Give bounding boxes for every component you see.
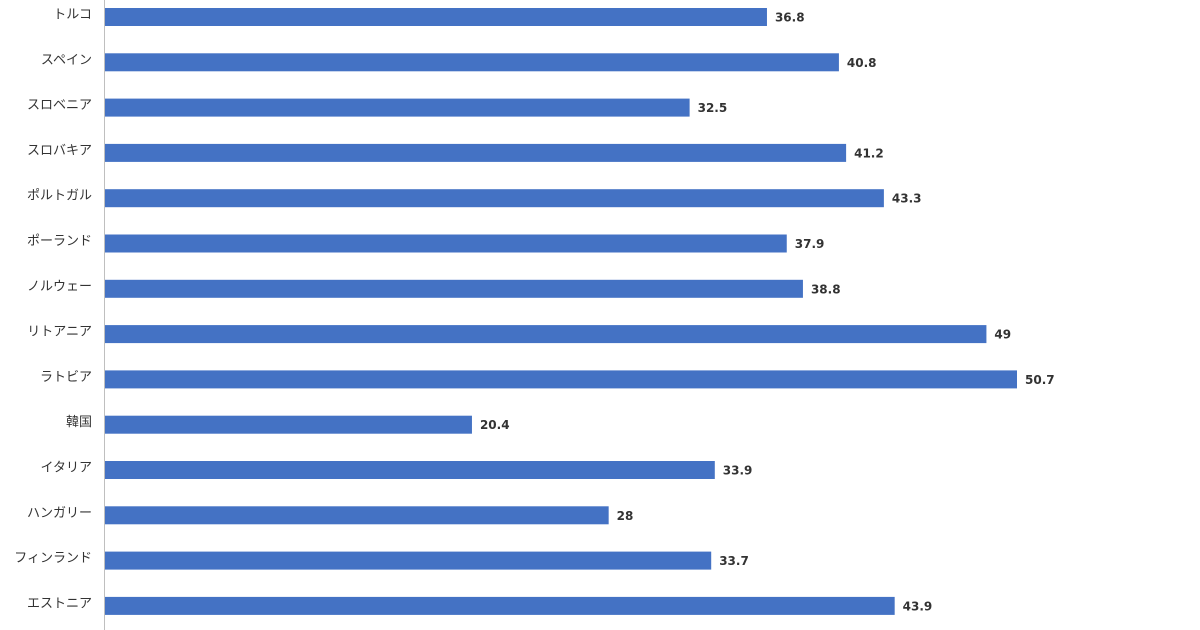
value-label: 32.5 xyxy=(698,101,728,115)
y-tick-label: ハンガリー xyxy=(27,506,92,521)
value-label: 36.8 xyxy=(775,11,805,25)
value-label: 40.8 xyxy=(847,56,877,70)
bar xyxy=(105,415,472,434)
bar xyxy=(105,189,884,208)
bar xyxy=(105,234,787,253)
value-label: 41.2 xyxy=(854,146,884,160)
value-label: 33.7 xyxy=(719,554,749,568)
y-tick-label: ラトビア xyxy=(40,370,92,385)
bar xyxy=(105,506,609,525)
value-label: 49 xyxy=(994,328,1011,342)
bar xyxy=(105,8,767,26)
y-tick-label: スロベニア xyxy=(27,98,92,113)
bar xyxy=(105,53,839,72)
value-label: 50.7 xyxy=(1025,373,1055,387)
y-tick-label: ポーランド xyxy=(27,234,92,249)
value-label: 28 xyxy=(617,509,634,523)
value-label: 33.9 xyxy=(723,464,753,478)
y-tick-label: 韓国 xyxy=(66,415,92,430)
y-tick-label: イタリア xyxy=(41,461,92,476)
y-tick-label: ポルトガル xyxy=(27,189,92,204)
value-label: 38.8 xyxy=(811,282,841,296)
bar xyxy=(105,596,895,615)
value-label: 20.4 xyxy=(480,418,510,432)
y-tick-label: スペイン xyxy=(41,53,92,68)
value-label: 43.3 xyxy=(892,192,922,206)
bar xyxy=(105,551,712,570)
bar xyxy=(105,461,715,479)
bar xyxy=(105,143,847,162)
bar xyxy=(105,98,690,117)
y-tick-label: トルコ xyxy=(53,8,92,23)
y-tick-label: スロバキア xyxy=(27,143,92,158)
bar xyxy=(105,325,987,344)
y-tick-label: ノルウェー xyxy=(27,279,92,294)
y-tick-label: リトアニア xyxy=(27,325,92,340)
bar xyxy=(105,370,1017,389)
bar xyxy=(105,279,803,298)
y-tick-label: エストニア xyxy=(27,596,92,611)
value-label: 37.9 xyxy=(795,237,825,251)
y-tick-label: フィンランド xyxy=(14,551,92,566)
value-label: 43.9 xyxy=(903,599,933,613)
